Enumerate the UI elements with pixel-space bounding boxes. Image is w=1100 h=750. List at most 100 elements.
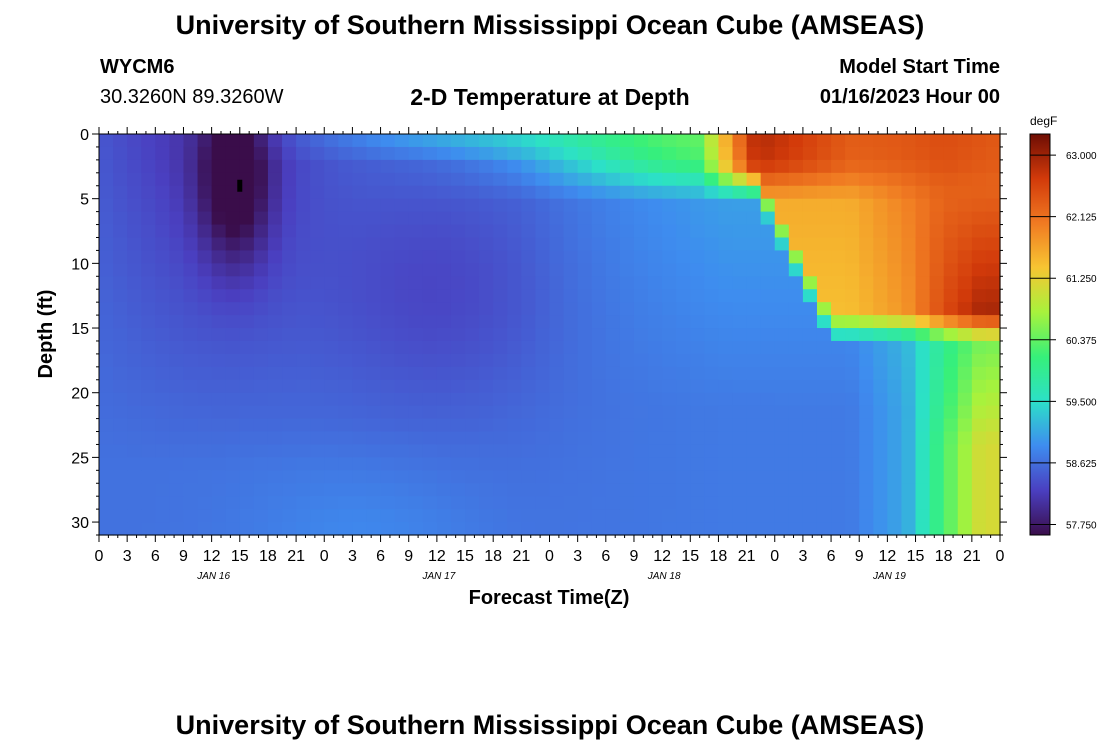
heatmap-cell: [296, 457, 311, 471]
heatmap-cell: [746, 522, 762, 536]
heatmap-cell: [802, 263, 818, 277]
heatmap-cell: [690, 470, 705, 484]
heatmap-cell: [493, 522, 508, 536]
heatmap-cell: [324, 444, 339, 458]
heatmap-cell: [521, 263, 537, 277]
heatmap-cell: [422, 289, 438, 303]
heatmap-cell: [788, 159, 804, 174]
heatmap-cell: [831, 302, 846, 316]
heatmap-cell: [943, 263, 959, 277]
heatmap-cell: [338, 366, 354, 381]
heatmap-cell: [493, 392, 508, 407]
heatmap-cell: [310, 198, 325, 213]
heatmap-cell: [563, 224, 579, 239]
heatmap-cell: [211, 496, 227, 510]
heatmap-cell: [549, 457, 565, 471]
heatmap-cell: [324, 431, 339, 446]
heatmap-cell: [873, 483, 888, 497]
heatmap-cell: [859, 198, 874, 213]
heatmap-cell: [127, 276, 142, 290]
heatmap-cell: [267, 276, 283, 290]
heatmap-cell: [971, 405, 987, 420]
heatmap-cell: [760, 172, 776, 187]
heatmap-cell: [985, 328, 1001, 342]
heatmap-cell: [788, 340, 804, 355]
heatmap-cell: [324, 496, 339, 510]
heatmap-cell: [197, 522, 213, 536]
heatmap-cell: [690, 496, 705, 510]
heatmap-cell: [127, 353, 142, 368]
heatmap-cell: [732, 276, 748, 290]
heatmap-cell: [127, 263, 142, 277]
heatmap-cell: [676, 509, 691, 523]
heatmap-cell: [901, 340, 917, 355]
heatmap-cell: [788, 328, 804, 342]
heatmap-cell: [971, 496, 987, 510]
heatmap-cell: [957, 340, 973, 355]
heatmap-cell: [619, 146, 635, 161]
heatmap-cell: [690, 379, 705, 394]
heatmap-cell: [267, 418, 283, 433]
heatmap-cell: [267, 496, 283, 510]
heatmap-cell: [366, 237, 382, 252]
heatmap-cell: [394, 470, 410, 484]
heatmap-cell: [436, 457, 452, 471]
heatmap-cell: [676, 366, 691, 381]
heatmap-cell: [479, 509, 494, 523]
heatmap-cell: [239, 250, 255, 264]
heatmap-cell: [718, 198, 734, 213]
heatmap-cell: [239, 366, 255, 381]
heatmap-cell: [662, 134, 677, 148]
heatmap-cell: [915, 353, 931, 368]
heatmap-cell: [690, 172, 705, 187]
heatmap-cell: [816, 470, 832, 484]
x-tick-label: 3: [123, 548, 132, 565]
heatmap-cell: [436, 405, 452, 420]
heatmap-cell: [507, 340, 522, 355]
heatmap-cell: [338, 509, 354, 523]
heatmap-cell: [549, 405, 565, 420]
heatmap-cell: [802, 522, 818, 536]
heatmap-cell: [225, 340, 241, 355]
heatmap-cell: [901, 134, 917, 148]
heatmap-cell: [380, 431, 396, 446]
heatmap-cell: [591, 444, 607, 458]
heatmap-cell: [915, 237, 931, 252]
heatmap-cell: [873, 418, 888, 433]
heatmap-cell: [901, 353, 917, 368]
heatmap-cell: [211, 185, 227, 200]
heatmap-cell: [746, 392, 762, 407]
heatmap-cell: [225, 431, 241, 446]
heatmap-cell: [746, 146, 762, 161]
heatmap-cell: [197, 211, 213, 226]
heatmap-cell: [718, 134, 734, 148]
heatmap-cell: [169, 315, 185, 329]
heatmap-cell: [563, 146, 579, 161]
heatmap-cell: [155, 496, 170, 510]
heatmap-cell: [577, 470, 593, 484]
heatmap-cell: [127, 198, 142, 213]
heatmap-cell: [113, 483, 128, 497]
heatmap-cell: [535, 224, 551, 239]
heatmap-cell: [648, 366, 663, 381]
heatmap-cell: [648, 405, 663, 420]
heatmap-cell: [366, 315, 382, 329]
heatmap-cell: [479, 198, 494, 213]
heatmap-cell: [465, 198, 480, 213]
heatmap-cell: [831, 263, 846, 277]
heatmap-cell: [450, 366, 466, 381]
heatmap-cell: [296, 379, 311, 394]
heatmap-cell: [310, 444, 325, 458]
heatmap-cell: [479, 315, 494, 329]
heatmap-cell: [521, 134, 537, 148]
heatmap-cell: [915, 134, 931, 148]
heatmap-cell: [577, 172, 593, 187]
heatmap-cell: [816, 185, 832, 200]
heatmap-cell: [380, 470, 396, 484]
heatmap-cell: [197, 470, 213, 484]
heatmap-cell: [873, 353, 888, 368]
heatmap-cell: [591, 237, 607, 252]
heatmap-cell: [113, 379, 128, 394]
heatmap-cell: [802, 418, 818, 433]
heatmap-cell: [310, 302, 325, 316]
